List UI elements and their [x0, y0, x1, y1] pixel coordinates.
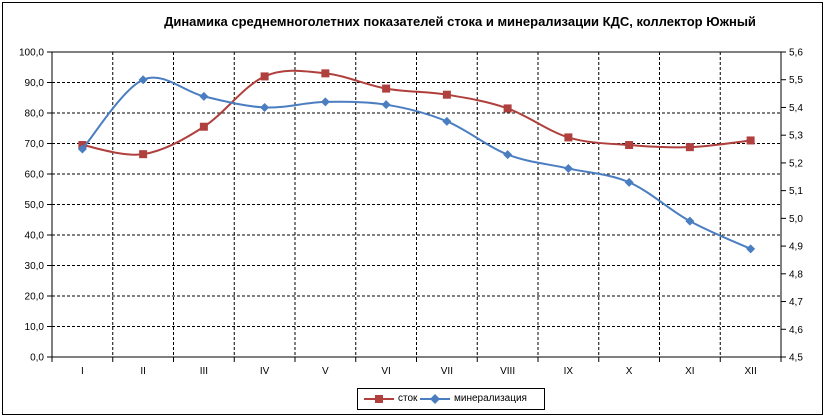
legend-item-series-2: минерализация	[420, 392, 540, 406]
x-tick-label: VI	[381, 366, 390, 377]
series-line-2	[81, 76, 752, 250]
series-1-point	[199, 122, 208, 131]
series-2-point	[563, 163, 573, 173]
y-left-tick-label: 80,0	[25, 109, 45, 120]
x-tick-label: X	[626, 366, 633, 377]
series-1-point	[503, 104, 512, 113]
series-2-point	[138, 75, 148, 85]
series-2-point	[624, 177, 634, 187]
series-1-point	[625, 141, 634, 150]
y-left-tick-label: 60,0	[25, 170, 45, 181]
series-2-point	[381, 100, 391, 110]
y-right-tick-label: 4,8	[789, 269, 803, 280]
series-2-point	[442, 116, 452, 126]
y-right-tick-label: 5,0	[789, 214, 803, 225]
y-left-tick-label: 90,0	[25, 78, 45, 89]
series-1-point	[746, 136, 755, 145]
x-tick-label: VII	[441, 366, 453, 377]
series-1-point	[442, 90, 451, 99]
x-tick-label: V	[322, 366, 329, 377]
x-tick-label: I	[81, 366, 84, 377]
y-left-tick-label: 20,0	[25, 292, 45, 303]
x-tick-label: IX	[564, 366, 574, 377]
legend-swatch-square-icon	[364, 395, 394, 403]
series-1-point	[685, 143, 694, 152]
x-tick-label: III	[200, 366, 208, 377]
y-right-tick-label: 5,6	[789, 48, 803, 59]
legend: сток минерализация	[357, 388, 545, 410]
series-2-point	[746, 244, 756, 254]
y-right-tick-label: 5,5	[789, 75, 803, 86]
y-left-tick-label: 50,0	[25, 200, 45, 211]
plot-area-border	[51, 51, 782, 358]
x-tick-label: VIII	[500, 366, 515, 377]
chart-title: Динамика среднемноголетних показателей с…	[164, 14, 756, 29]
y-left-tick-label: 70,0	[25, 139, 45, 150]
y-right-tick-label: 5,2	[789, 158, 803, 169]
x-tick-label: II	[140, 366, 146, 377]
y-right-tick-label: 4,9	[789, 242, 803, 253]
series-2-point	[503, 150, 513, 160]
y-left-tick-label: 10,0	[25, 322, 45, 333]
y-right-tick-label: 4,7	[789, 297, 803, 308]
x-tick-label: IV	[260, 366, 270, 377]
series-1-point	[564, 133, 573, 142]
x-tick-label: XII	[745, 366, 757, 377]
y-right-tick-label: 4,5	[789, 353, 803, 364]
legend-label-series-2: минерализация	[454, 393, 527, 404]
y-right-tick-label: 4,6	[789, 325, 803, 336]
y-left-tick-label: 100,0	[19, 48, 44, 59]
y-left-tick-label: 0,0	[30, 353, 44, 364]
series-2-point	[685, 216, 695, 226]
series-2-point	[260, 102, 270, 112]
y-left-tick-label: 40,0	[25, 231, 45, 242]
y-right-tick-label: 5,1	[789, 186, 803, 197]
legend-label-series-1: сток	[398, 393, 418, 404]
series-2-point	[199, 91, 209, 101]
series-1-point	[139, 150, 148, 159]
series-1-point	[321, 69, 330, 78]
series-2-point	[320, 97, 330, 107]
y-left-tick-label: 30,0	[25, 261, 45, 272]
series-2-point	[77, 144, 87, 154]
legend-swatch-diamond-icon	[420, 394, 450, 404]
y-right-tick-label: 5,3	[789, 131, 803, 142]
y-right-tick-label: 5,4	[789, 103, 803, 114]
series-1-point	[260, 72, 269, 81]
series-1-point	[382, 84, 391, 93]
chart-frame	[2, 2, 823, 415]
legend-item-series-1: сток	[364, 392, 444, 406]
x-tick-label: XI	[685, 366, 694, 377]
